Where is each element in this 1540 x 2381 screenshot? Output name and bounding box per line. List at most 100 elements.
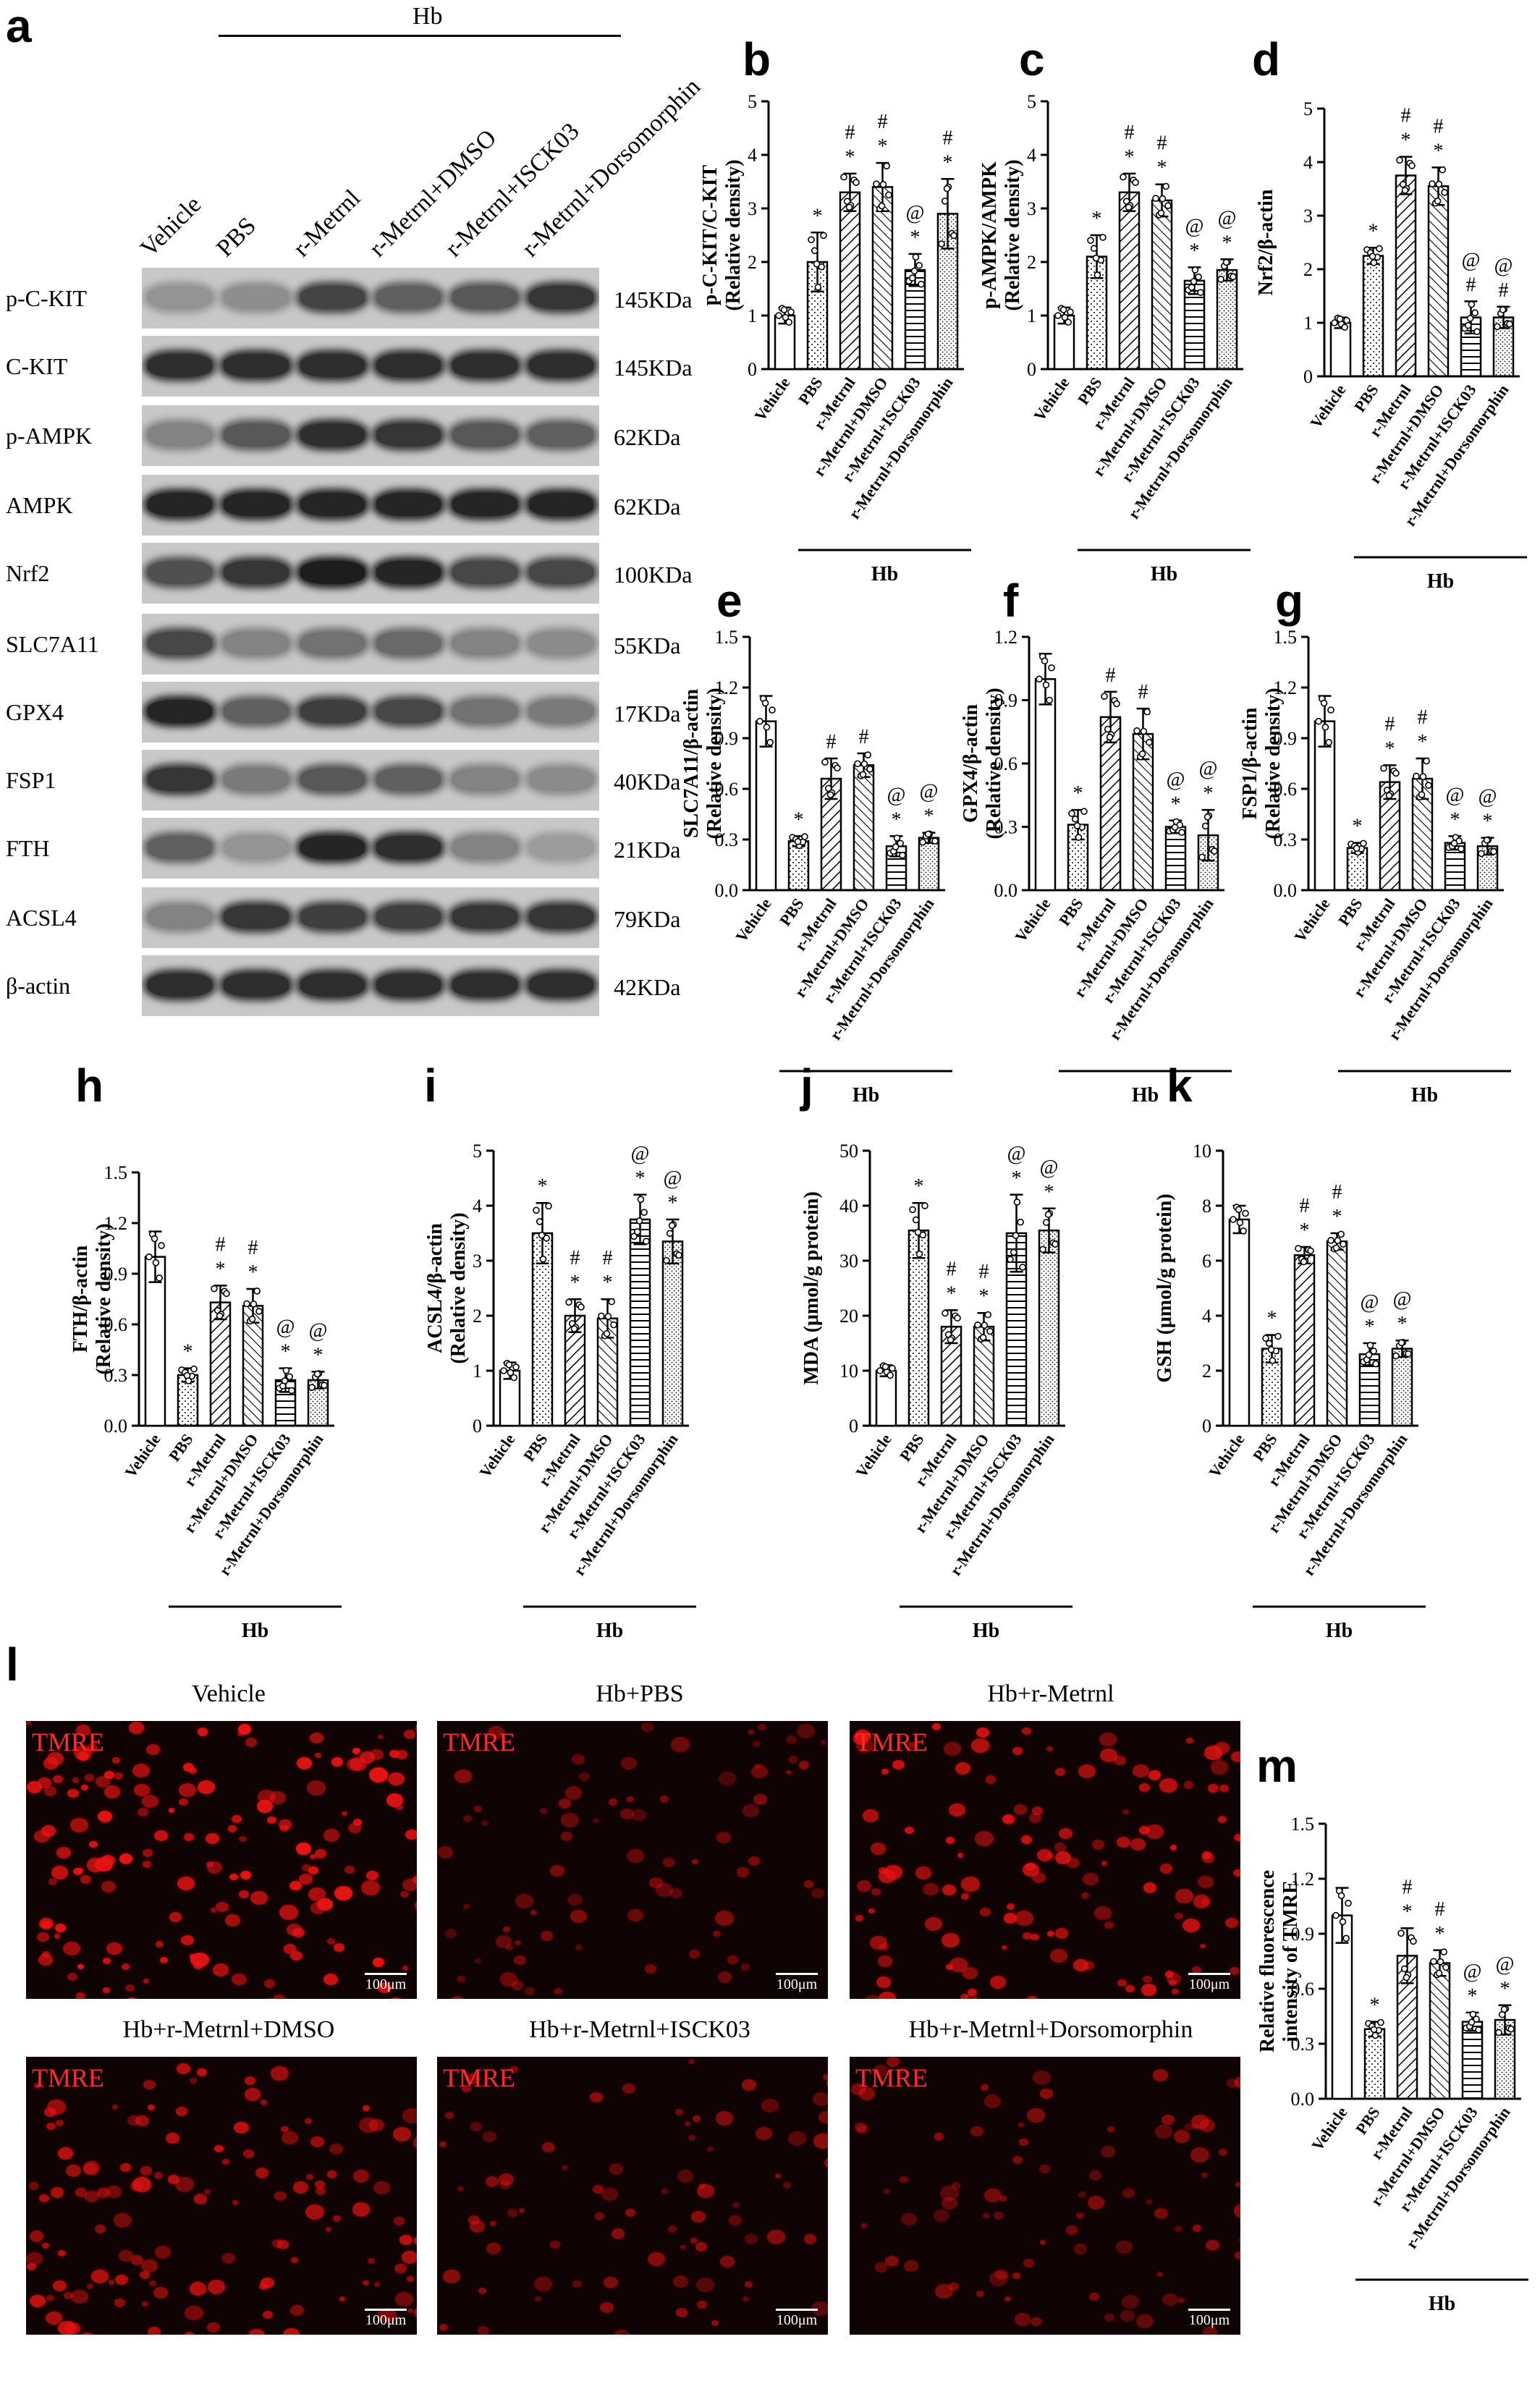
significance-mark: * xyxy=(924,805,934,828)
blot-band xyxy=(376,768,441,792)
y-tick-label: 1.5 xyxy=(1274,627,1298,648)
sample-dot xyxy=(942,1309,949,1317)
micro-image: TMRE 100μm xyxy=(26,1721,417,1999)
sample-dot xyxy=(1132,179,1139,186)
y-tick-label: 0.6 xyxy=(994,753,1018,774)
sample-dot xyxy=(878,202,886,210)
bar xyxy=(1429,1962,1451,2100)
sample-dot xyxy=(763,723,771,731)
significance-mark: * xyxy=(216,1258,226,1280)
blot-size-label: 62KDa xyxy=(614,424,681,450)
blot-band xyxy=(148,836,213,860)
panel-label-a: a xyxy=(6,0,32,52)
sample-dot xyxy=(505,1361,513,1369)
blot-strip xyxy=(142,614,599,674)
sample-dot xyxy=(1368,253,1376,261)
sample-dot xyxy=(1332,1911,1340,1919)
sample-dot xyxy=(1450,840,1458,847)
sample-dot xyxy=(864,751,871,758)
category-label: PBS xyxy=(1334,895,1366,929)
sample-dot xyxy=(813,260,821,268)
sample-dot xyxy=(223,1290,230,1298)
bar xyxy=(918,837,940,892)
blot-protein-label: FSP1 xyxy=(6,767,56,793)
sample-dot xyxy=(1320,699,1328,707)
sample-dot xyxy=(145,1253,153,1261)
sample-dot xyxy=(1222,258,1230,266)
sample-dot xyxy=(808,236,815,243)
sample-dot xyxy=(675,1251,682,1259)
blot-band xyxy=(300,700,365,724)
sample-dot xyxy=(637,1196,645,1204)
sample-dot xyxy=(151,1235,158,1243)
blot-protein-label: p-AMPK xyxy=(6,423,93,449)
sample-dot xyxy=(892,843,900,850)
sample-dot xyxy=(1039,1246,1046,1253)
sample-dot xyxy=(854,760,861,768)
sample-dot xyxy=(775,312,782,319)
blot-protein-label: Nrf2 xyxy=(6,560,50,586)
blot-band xyxy=(452,905,517,929)
sample-dot xyxy=(986,1327,994,1335)
significance-mark: * xyxy=(1092,208,1102,230)
y-tick-label: 10 xyxy=(839,1361,858,1382)
sample-dot xyxy=(1475,2026,1482,2034)
panel-label-g: g xyxy=(1275,575,1304,627)
sample-dot xyxy=(1073,822,1081,829)
y-tick-label: 5 xyxy=(1027,91,1036,112)
y-tick-label: 30 xyxy=(839,1251,858,1272)
sample-dot xyxy=(1067,308,1074,316)
sample-dot xyxy=(1152,195,1159,202)
significance-mark: * xyxy=(947,1282,957,1305)
blot-band xyxy=(376,493,441,517)
sample-dot xyxy=(947,1336,955,1344)
blot-band xyxy=(300,973,365,997)
significance-mark: # xyxy=(826,731,837,753)
sample-dot xyxy=(785,318,792,326)
group-label: Hb xyxy=(1427,570,1454,593)
panel-label-j: j xyxy=(800,1060,813,1112)
blot-protein-label: β-actin xyxy=(6,973,71,999)
sample-dot xyxy=(1087,237,1094,244)
sample-dot xyxy=(255,1308,263,1315)
group-label: Hb xyxy=(596,1620,623,1642)
significance-mark: * xyxy=(313,1344,323,1366)
blot-strip xyxy=(142,336,599,397)
chart-i: 0 1 2 3 4 5 ACSL4/β-actin (Relative density) Veh… xyxy=(424,1141,696,1642)
category-label: PBS xyxy=(165,1431,197,1465)
bar xyxy=(1363,2028,1386,2100)
y-axis-label: SLC7A11/β-actin xyxy=(680,689,703,839)
sample-dot xyxy=(1500,2005,1508,2013)
blot-band xyxy=(300,905,365,929)
significance-mark: * xyxy=(1397,1313,1408,1335)
significance-mark: # xyxy=(1125,122,1135,144)
tmre-label: TMRE xyxy=(443,2063,516,2092)
blot-band xyxy=(148,493,213,517)
blot-size-label: 40KDa xyxy=(614,769,681,795)
sample-dot xyxy=(881,1363,889,1371)
scale-bar-line xyxy=(365,2309,407,2311)
blot-band xyxy=(528,286,593,310)
y-tick-label: 40 xyxy=(839,1196,858,1217)
micro-title: Hb+r-Metrnl+Dorsomorphin xyxy=(908,2016,1193,2043)
sample-dot xyxy=(1434,197,1442,205)
significance-mark: * xyxy=(845,146,855,169)
blot-band xyxy=(300,561,365,585)
sample-dot xyxy=(1052,1240,1059,1248)
sample-dot xyxy=(1466,315,1474,322)
blot-band xyxy=(224,493,289,517)
significance-mark: * xyxy=(1468,1985,1478,2008)
sample-dot xyxy=(1440,1948,1447,1955)
significance-mark: * xyxy=(1368,220,1379,242)
blot-band xyxy=(300,286,365,310)
sample-dot xyxy=(1203,813,1211,821)
panel-label-e: e xyxy=(716,575,742,627)
significance-mark: * xyxy=(183,1341,193,1363)
significance-mark: @ xyxy=(664,1167,682,1190)
micro-image: TMRE 100μm xyxy=(26,2057,417,2335)
group-label: Hb xyxy=(871,563,898,585)
bar xyxy=(1326,1240,1348,1427)
panel-label-c: c xyxy=(1019,33,1045,85)
sample-dot xyxy=(1325,739,1332,746)
